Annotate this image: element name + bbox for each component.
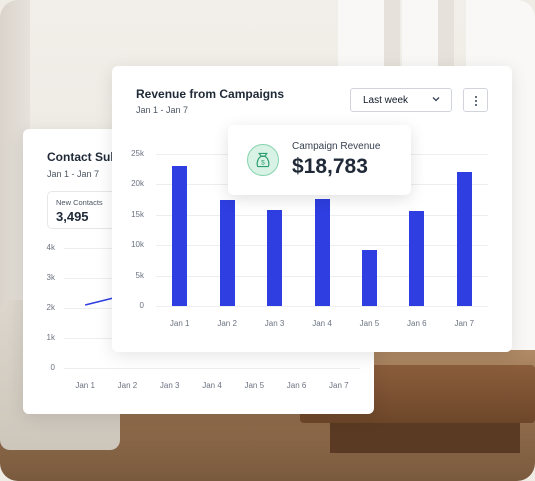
svg-text:$: $	[261, 160, 265, 167]
x-tick-label: Jan 5	[359, 319, 380, 328]
revenue-bar	[361, 250, 377, 306]
revenue-bar	[314, 198, 330, 306]
x-tick-label: Jan 3	[264, 319, 285, 328]
x-tick-label: Jan 5	[244, 381, 265, 390]
revenue-card-title: Revenue from Campaigns	[136, 87, 285, 101]
stat-label: New Contacts	[56, 198, 103, 207]
revenue-campaigns-card: Revenue from Campaigns Jan 1 - Jan 7 Las…	[112, 66, 512, 352]
y-tick-label: 0	[139, 301, 144, 310]
stat-value: 3,495	[56, 209, 89, 224]
y-tick-label: 4k	[46, 243, 55, 252]
x-tick-label: Jan 1	[75, 381, 95, 390]
revenue-bar	[172, 166, 188, 306]
kebab-dot	[475, 96, 477, 98]
x-tick-label: Jan 3	[159, 381, 180, 390]
gridline	[64, 368, 360, 369]
revenue-bar	[456, 172, 472, 306]
y-tick-label: 2k	[46, 303, 55, 312]
x-tick-label: Jan 6	[286, 381, 307, 390]
contacts-date-range: Jan 1 - Jan 7	[47, 169, 100, 179]
revenue-bar	[267, 209, 283, 306]
x-tick-label: Jan 1	[169, 319, 190, 328]
x-tick-label: Jan 7	[329, 381, 349, 390]
y-tick-label: 0	[50, 363, 55, 372]
x-tick-label: Jan 4	[312, 319, 332, 328]
coffee-table-base	[330, 423, 520, 453]
campaign-revenue-label: Campaign Revenue	[292, 141, 381, 152]
y-tick-label: 15k	[131, 209, 144, 219]
period-dropdown-label: Last week	[363, 95, 409, 106]
y-tick-label: 10k	[131, 240, 144, 250]
campaign-revenue-tooltip: $ Campaign Revenue $18,783	[228, 125, 411, 195]
money-bag-icon: $	[247, 144, 279, 176]
campaign-revenue-value: $18,783	[292, 155, 368, 178]
kebab-dot	[475, 104, 477, 106]
y-tick-label: 1k	[46, 333, 55, 342]
y-tick-label: 25k	[131, 149, 144, 158]
y-tick-label: 3k	[46, 273, 55, 282]
kebab-menu-button[interactable]	[463, 88, 488, 112]
y-tick-label: 5k	[135, 270, 144, 280]
x-tick-label: Jan 2	[117, 381, 138, 390]
kebab-dot	[475, 100, 477, 102]
gridline	[156, 306, 488, 307]
x-tick-label: Jan 2	[217, 319, 237, 328]
revenue-bar	[219, 199, 235, 306]
x-tick-label: Jan 6	[407, 319, 427, 328]
x-tick-label: Jan 7	[454, 319, 475, 328]
x-tick-label: Jan 4	[202, 381, 222, 390]
revenue-bar	[409, 210, 425, 306]
chevron-down-icon	[432, 97, 440, 102]
y-tick-label: 20k	[131, 179, 144, 189]
revenue-date-range: Jan 1 - Jan 7	[136, 105, 189, 115]
period-dropdown[interactable]: Last week	[350, 88, 452, 112]
